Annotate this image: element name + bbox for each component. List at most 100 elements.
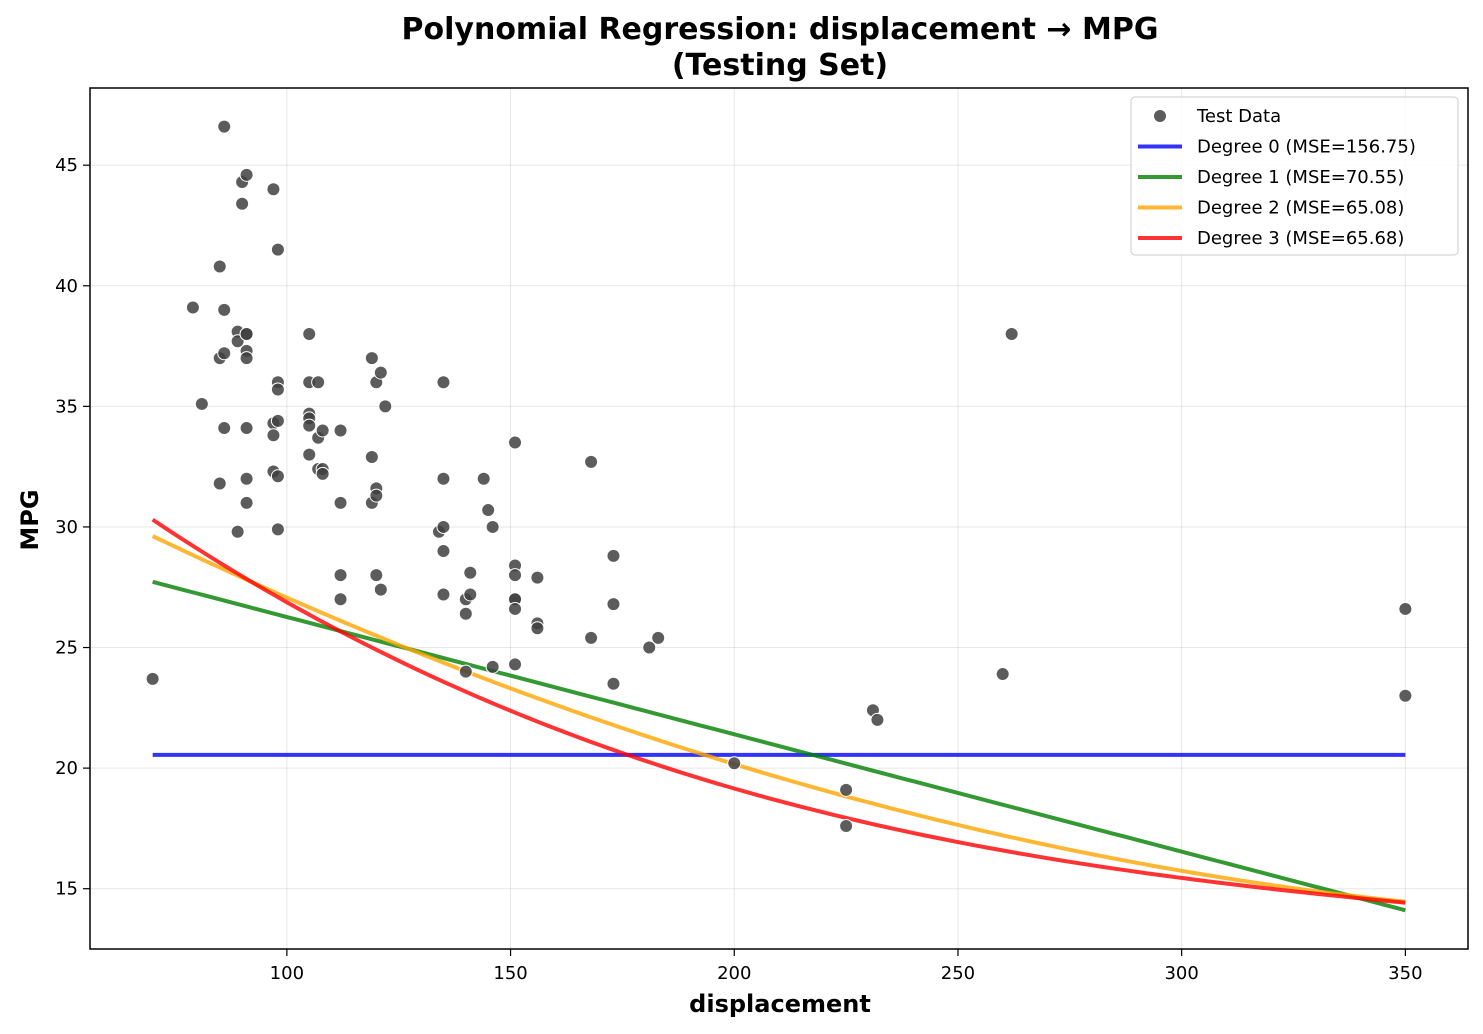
scatter-point bbox=[270, 242, 285, 257]
scatter-point bbox=[1398, 688, 1413, 703]
scatter-point bbox=[212, 259, 227, 274]
legend-label-degree-3: Degree 3 (MSE=65.68) bbox=[1197, 228, 1404, 249]
scatter-point bbox=[145, 671, 160, 686]
scatter-point bbox=[373, 582, 388, 597]
scatter-point bbox=[369, 488, 384, 503]
scatter-point bbox=[606, 548, 621, 563]
scatter-point bbox=[995, 667, 1010, 682]
scatter-point bbox=[239, 495, 254, 510]
scatter-point bbox=[508, 435, 523, 450]
scatter-point bbox=[302, 447, 317, 462]
scatter-point bbox=[235, 196, 250, 211]
scatter-point bbox=[239, 327, 254, 341]
scatter-point bbox=[481, 503, 496, 518]
scatter-point bbox=[530, 570, 545, 585]
x-tick-label: 150 bbox=[493, 963, 527, 984]
y-axis-label: MPG bbox=[16, 489, 44, 550]
scatter-point bbox=[1004, 327, 1019, 341]
x-tick-label: 350 bbox=[1388, 963, 1422, 984]
chart-title: Polynomial Regression: displacement → MP… bbox=[402, 12, 1159, 47]
y-tick-label: 15 bbox=[55, 879, 78, 900]
scatter-point bbox=[839, 819, 854, 833]
scatter-point bbox=[508, 601, 523, 616]
scatter-point bbox=[194, 396, 209, 411]
scatter-point bbox=[364, 450, 379, 464]
scatter-point bbox=[458, 664, 473, 679]
scatter-point bbox=[378, 399, 393, 414]
legend-label-test-data: Test Data bbox=[1196, 106, 1281, 127]
x-tick-label: 250 bbox=[941, 963, 975, 984]
scatter-point bbox=[333, 495, 348, 510]
scatter-point bbox=[230, 524, 245, 539]
scatter-point bbox=[266, 428, 281, 443]
scatter-point bbox=[373, 365, 388, 380]
scatter-point bbox=[606, 597, 621, 612]
plot-frame bbox=[89, 87, 1469, 950]
fit-curve-degree-2 bbox=[151, 534, 1406, 904]
scatter-point bbox=[364, 351, 379, 366]
y-axis-ticks: 15 20 25 30 35 40 45 bbox=[55, 155, 90, 900]
y-tick-label: 45 bbox=[55, 155, 78, 176]
x-tick-label: 200 bbox=[717, 963, 751, 984]
legend-label-degree-0: Degree 0 (MSE=156.75) bbox=[1197, 137, 1416, 158]
y-tick-label: 20 bbox=[55, 758, 78, 779]
scatter-point bbox=[642, 640, 657, 655]
chart-subtitle: (Testing Set) bbox=[672, 48, 888, 83]
scatter-point bbox=[584, 454, 599, 469]
scatter-point bbox=[270, 469, 285, 484]
y-tick-label: 25 bbox=[55, 638, 78, 659]
scatter-point bbox=[727, 756, 742, 771]
fit-curves bbox=[151, 517, 1406, 913]
legend-box bbox=[1130, 96, 1459, 256]
scatter-point bbox=[311, 375, 326, 390]
scatter-point bbox=[436, 587, 451, 602]
scatter-point bbox=[270, 413, 285, 428]
fit-curve-degree-1 bbox=[152, 579, 1406, 913]
legend-label-degree-2: Degree 2 (MSE=65.08) bbox=[1197, 198, 1404, 219]
scatter-point bbox=[839, 782, 854, 797]
scatter-point bbox=[870, 712, 885, 727]
scatter-point bbox=[217, 119, 232, 134]
scatter-point bbox=[266, 182, 281, 197]
fit-curve-degree-3 bbox=[151, 517, 1406, 905]
scatter-point bbox=[333, 568, 348, 583]
scatter-point bbox=[508, 657, 523, 672]
scatter-point bbox=[436, 544, 451, 559]
scatter-point bbox=[217, 302, 232, 317]
scatter-point bbox=[217, 346, 232, 361]
scatter-point bbox=[270, 522, 285, 537]
scatter-point bbox=[1398, 601, 1413, 616]
scatter-point bbox=[508, 568, 523, 583]
scatter-point bbox=[458, 606, 473, 621]
scatter-points bbox=[145, 119, 1413, 833]
y-tick-label: 30 bbox=[55, 517, 78, 538]
scatter-point bbox=[239, 167, 254, 182]
x-axis-label: displacement bbox=[689, 990, 871, 1018]
x-tick-label: 300 bbox=[1164, 963, 1198, 984]
scatter-point bbox=[315, 423, 330, 438]
x-tick-label: 100 bbox=[270, 963, 304, 984]
scatter-point bbox=[369, 568, 384, 583]
scatter-point bbox=[333, 592, 348, 607]
scatter-point bbox=[270, 382, 285, 397]
scatter-point bbox=[463, 587, 478, 602]
y-tick-label: 40 bbox=[55, 276, 78, 297]
scatter-point bbox=[606, 676, 621, 691]
scatter-point bbox=[239, 351, 254, 366]
scatter-point bbox=[239, 421, 254, 436]
scatter-point bbox=[302, 327, 317, 341]
legend-marker-test-data bbox=[1153, 109, 1167, 123]
x-axis-ticks: 100 150 200 250 300 350 bbox=[270, 949, 1423, 984]
scatter-point bbox=[333, 423, 348, 438]
scatter-point bbox=[185, 300, 200, 315]
scatter-point bbox=[436, 519, 451, 534]
legend: Test Data Degree 0 (MSE=156.75) Degree 1 (… bbox=[1130, 96, 1459, 256]
scatter-point bbox=[436, 471, 451, 486]
scatter-point bbox=[302, 418, 317, 433]
scatter-point bbox=[239, 471, 254, 486]
scatter-point bbox=[651, 630, 666, 645]
scatter-point bbox=[485, 659, 500, 674]
scatter-point bbox=[315, 466, 330, 481]
scatter-point bbox=[584, 630, 599, 645]
